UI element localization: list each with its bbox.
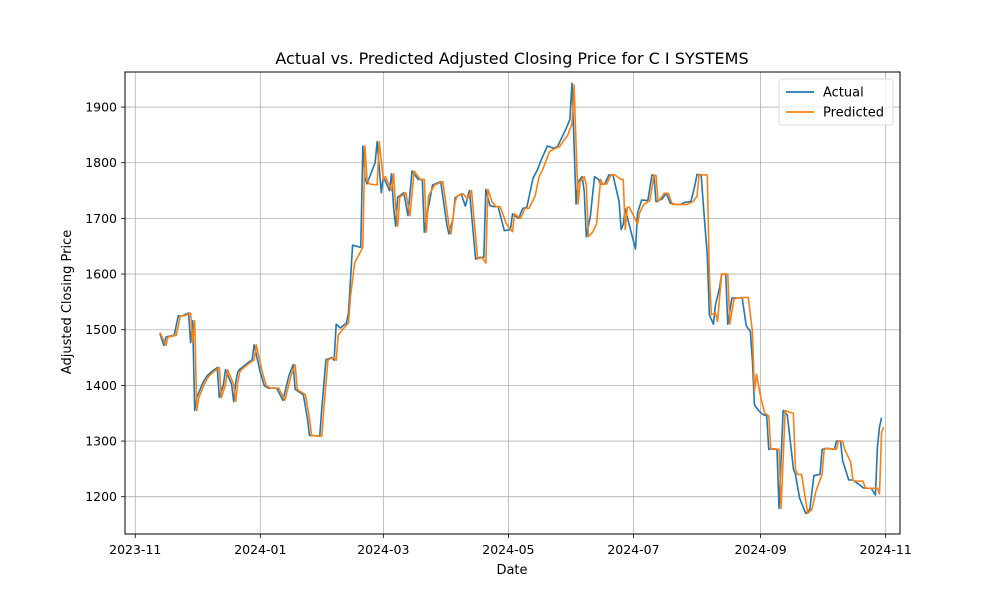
y-axis-label: Adjusted Closing Price (60, 230, 75, 374)
legend-label-predicted: Predicted (823, 106, 884, 121)
chart-title: Actual vs. Predicted Adjusted Closing Pr… (275, 49, 748, 68)
x-tick-label: 2023-11 (109, 542, 161, 557)
x-tick-label: 2024-01 (234, 542, 286, 557)
plot-frame (124, 71, 901, 535)
series-lines (159, 82, 885, 515)
y-tick-label: 1600 (85, 267, 117, 282)
legend-box (778, 78, 894, 126)
series-line-predicted (159, 84, 885, 515)
series-line-actual (159, 82, 883, 515)
y-tick-label: 1700 (85, 211, 117, 226)
axis-ticks: 2023-11 2024-01 2024-03 2024-05 2024-07 2024-… (85, 100, 912, 557)
y-tick-label: 1400 (85, 378, 117, 393)
x-tick-label: 2024-09 (734, 542, 786, 557)
x-tick-label: 2024-05 (482, 542, 534, 557)
x-tick-label: 2024-07 (607, 542, 659, 557)
y-tick-label: 1300 (85, 434, 117, 449)
legend: Actual Predicted (778, 78, 894, 126)
y-tick-label: 1500 (85, 322, 117, 337)
y-tick-label: 1800 (85, 155, 117, 170)
y-tick-label: 1200 (85, 489, 117, 504)
x-tick-label: 2024-11 (860, 542, 912, 557)
grid-lines (125, 72, 900, 534)
legend-label-actual: Actual (823, 86, 864, 101)
x-axis-label: Date (496, 563, 527, 578)
y-tick-label: 1900 (85, 100, 117, 115)
x-tick-label: 2024-03 (357, 542, 409, 557)
